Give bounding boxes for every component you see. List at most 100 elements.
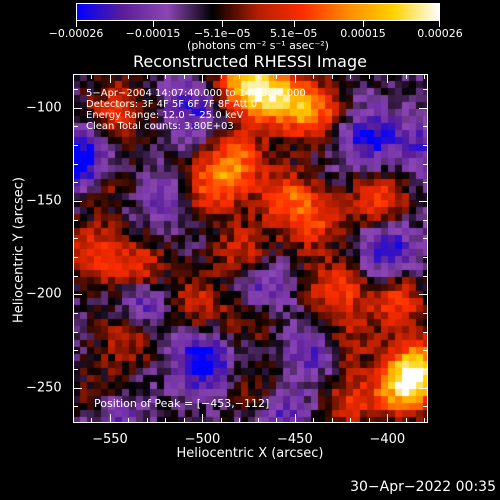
y-minor-tick [74,238,78,240]
x-minor-tick [220,418,222,422]
y-tick-mark [74,387,82,389]
y-minor-tick [74,88,78,90]
x-minor-tick [165,75,167,79]
x-tick-mark [387,414,389,422]
x-tick-label: −450 [277,432,313,447]
x-minor-tick [350,75,352,79]
x-minor-tick [331,418,333,422]
colorbar-tick [76,21,77,27]
colorbar-tick-label: −0.00026 [48,27,104,40]
x-tick-mark [109,414,111,422]
x-minor-tick [239,75,241,79]
x-tick-mark [202,414,204,422]
colorbar-tick-label: 0.00026 [417,27,463,40]
x-minor-tick [350,418,352,422]
x-minor-tick [331,75,333,79]
x-tick-mark [294,75,296,83]
y-minor-tick [423,331,427,333]
x-minor-tick [91,75,93,79]
y-minor-tick [423,163,427,165]
x-minor-tick [128,75,130,79]
y-minor-tick [423,182,427,184]
y-minor-tick [74,144,78,146]
x-minor-tick [257,418,259,422]
colorbar-tick-label: −5.1e−05 [193,27,251,40]
x-tick-label: −550 [92,432,128,447]
colorbar-unit-label: (photons cm⁻² s⁻¹ asec⁻²) [187,39,329,52]
x-tick-label: −500 [184,432,221,447]
colorbar-tick [293,21,295,27]
x-tick-label: −400 [369,432,406,447]
x-minor-tick [91,418,93,422]
y-minor-tick [423,144,427,146]
colorbar-tick-label: −0.00015 [125,27,181,40]
y-minor-tick [423,406,427,408]
y-tick-mark [419,387,427,389]
x-minor-tick [276,418,278,422]
colorbar-tick-label: 0.00015 [340,27,386,40]
y-minor-tick [74,256,78,258]
y-axis-label: Heliocentric Y (arcsec) [11,177,27,323]
colorbar-tick [222,21,224,27]
y-minor-tick [74,406,78,408]
x-minor-tick [368,75,370,79]
peak-position-annotation: Position of Peak = [−453,−112] [94,397,270,410]
colorbar [76,3,440,21]
x-minor-tick [128,418,130,422]
y-minor-tick [423,275,427,277]
y-minor-tick [74,331,78,333]
x-minor-tick [257,75,259,79]
y-minor-tick [74,350,78,352]
x-tick-mark [202,75,204,83]
y-tick-mark [419,200,427,202]
y-tick-label: −150 [26,193,62,209]
chart-title: Reconstructed RHESSI Image [133,52,367,71]
x-tick-mark [294,414,296,422]
y-minor-tick [423,126,427,128]
y-minor-tick [423,238,427,240]
y-minor-tick [423,350,427,352]
x-minor-tick [239,418,241,422]
y-tick-mark [74,200,82,202]
y-minor-tick [74,368,78,370]
x-minor-tick [183,418,185,422]
y-minor-tick [423,312,427,314]
y-tick-label: −200 [26,286,62,302]
x-minor-tick [183,75,185,79]
colorbar-tick-label: 5.1e−05 [269,27,318,40]
rhessi-heatmap [73,74,428,423]
x-minor-tick [313,418,315,422]
x-minor-tick [276,75,278,79]
y-minor-tick [74,182,78,184]
y-minor-tick [74,126,78,128]
x-minor-tick [313,75,315,79]
x-minor-tick [405,418,407,422]
y-tick-label: −250 [26,380,62,396]
y-tick-label: −100 [26,100,62,116]
y-minor-tick [423,219,427,221]
x-minor-tick [368,418,370,422]
colorbar-tick [363,21,364,27]
x-minor-tick [220,75,222,79]
x-tick-mark [387,75,389,83]
x-minor-tick [424,75,426,79]
footer-timestamp: 30−Apr−2022 00:35 [350,479,496,495]
y-tick-mark [419,294,427,296]
colorbar-tick [439,21,440,27]
y-minor-tick [423,256,427,258]
y-minor-tick [74,275,78,277]
colorbar-tick [153,21,154,27]
clean-counts-annotation: Clean Total counts: 3.80E+03 [86,121,234,132]
x-axis-label: Heliocentric X (arcsec) [176,446,324,461]
time-range-annotation: 5−Apr−2004 14:07:40.000 to 14:13:40.000 [86,88,306,99]
y-minor-tick [74,163,78,165]
y-minor-tick [74,219,78,221]
x-minor-tick [405,75,407,79]
x-minor-tick [165,418,167,422]
x-tick-mark [109,75,111,83]
detectors-annotation: Detectors: 3F 4F 5F 6F 7F 8F Att 0 [86,99,258,110]
energy-range-annotation: Energy Range: 12.0 − 25.0 keV [86,110,244,121]
y-minor-tick [423,88,427,90]
x-minor-tick [424,418,426,422]
x-minor-tick [146,75,148,79]
